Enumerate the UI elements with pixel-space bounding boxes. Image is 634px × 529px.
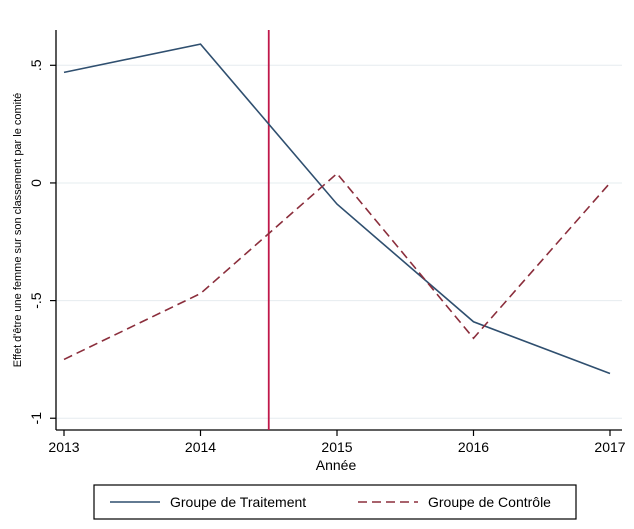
grid-lines	[56, 64, 622, 419]
x-ticks: 2013 2014 2015 2016 2017	[48, 430, 626, 455]
legend-box	[93, 484, 577, 520]
x-tick-label: 2015	[321, 439, 352, 455]
y-tick-label: -.5	[28, 292, 44, 309]
y-ticks: .5 0 -.5 -1	[28, 59, 56, 424]
x-tick-label: 2016	[458, 439, 489, 455]
y-tick-label: .5	[28, 59, 44, 71]
series-line-controle	[63, 172, 611, 361]
x-tick-label: 2017	[594, 439, 625, 455]
plot-area	[56, 30, 622, 430]
x-tick-label: 2014	[185, 439, 216, 455]
series-layer	[63, 43, 611, 375]
legend-label-treatment: Groupe de Traitement	[170, 494, 306, 510]
series-line-traitement	[63, 43, 611, 375]
y-tick-label: -1	[28, 412, 44, 425]
y-axis-title: Effet d'être une femme sur son classemen…	[12, 93, 24, 368]
x-tick-label: 2013	[48, 439, 79, 455]
y-tick-label: 0	[28, 179, 44, 187]
x-axis-title: Année	[316, 457, 357, 473]
legend: Groupe de Traitement Groupe de Contrôle	[93, 484, 577, 520]
legend-label-control: Groupe de Contrôle	[428, 494, 551, 510]
